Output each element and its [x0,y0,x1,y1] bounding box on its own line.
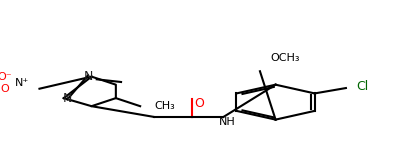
Text: CH₃: CH₃ [154,101,175,111]
Text: O: O [194,97,204,110]
Text: NH: NH [219,117,235,127]
Text: O: O [0,84,9,94]
Text: Cl: Cl [356,80,369,93]
Text: N: N [84,70,93,83]
Text: N⁺: N⁺ [15,78,29,88]
Text: N: N [62,92,72,105]
Text: O⁻: O⁻ [0,72,12,82]
Text: OCH₃: OCH₃ [270,53,300,63]
